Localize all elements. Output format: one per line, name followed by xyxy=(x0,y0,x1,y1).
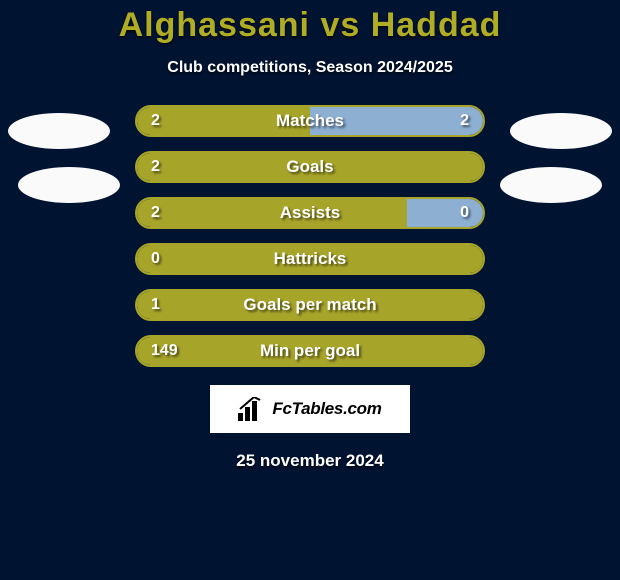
stat-left-segment xyxy=(137,337,483,365)
stat-row: 0Hattricks xyxy=(135,243,485,275)
vs-text: vs xyxy=(320,6,360,44)
stat-right-segment xyxy=(407,199,483,227)
subtitle: Club competitions, Season 2024/2025 xyxy=(0,59,620,77)
stat-left-segment xyxy=(137,199,407,227)
comparison-stage: 22Matches2Goals20Assists0Hattricks1Goals… xyxy=(0,105,620,367)
player-right-avatar-shadow xyxy=(500,167,602,203)
brand-icon xyxy=(238,397,266,421)
player-left-avatar xyxy=(8,113,110,149)
stat-left-segment xyxy=(137,291,483,319)
player-right-avatar xyxy=(510,113,612,149)
stat-left-segment xyxy=(137,107,310,135)
stat-left-value: 149 xyxy=(151,342,178,360)
player-right-name: Haddad xyxy=(371,6,502,44)
brand-badge: FcTables.com xyxy=(210,385,410,433)
page-title: Alghassani vs Haddad xyxy=(0,0,620,45)
stat-right-value: 0 xyxy=(460,204,469,222)
player-left-name: Alghassani xyxy=(119,6,310,44)
brand-text: FcTables.com xyxy=(272,399,381,419)
stat-left-segment xyxy=(137,245,483,273)
stat-row: 1Goals per match xyxy=(135,289,485,321)
stat-bars: 22Matches2Goals20Assists0Hattricks1Goals… xyxy=(135,105,485,367)
stat-left-value: 0 xyxy=(151,250,160,268)
stat-row: 149Min per goal xyxy=(135,335,485,367)
stat-left-value: 2 xyxy=(151,204,160,222)
stat-row: 22Matches xyxy=(135,105,485,137)
stat-right-value: 2 xyxy=(460,112,469,130)
stat-left-value: 2 xyxy=(151,158,160,176)
date-text: 25 november 2024 xyxy=(0,451,620,471)
stat-left-value: 1 xyxy=(151,296,160,314)
stat-row: 2Goals xyxy=(135,151,485,183)
stat-right-segment xyxy=(310,107,483,135)
stat-left-segment xyxy=(137,153,483,181)
stat-row: 20Assists xyxy=(135,197,485,229)
stat-left-value: 2 xyxy=(151,112,160,130)
player-left-avatar-shadow xyxy=(18,167,120,203)
